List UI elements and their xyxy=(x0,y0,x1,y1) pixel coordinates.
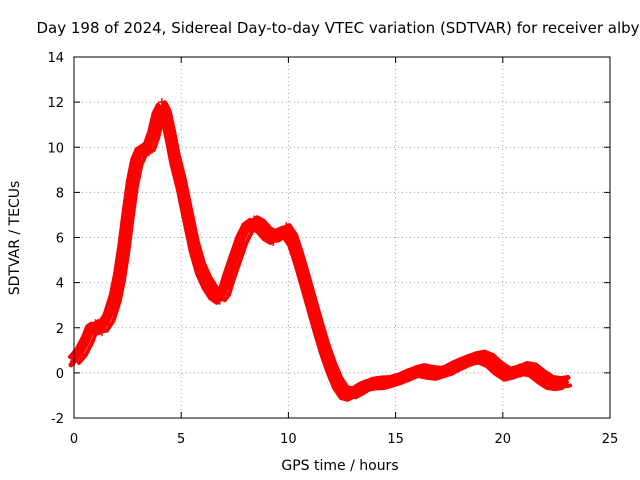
data-point xyxy=(224,274,233,283)
data-point xyxy=(400,373,409,382)
y-tick-label: 8 xyxy=(56,186,64,201)
data-point xyxy=(202,278,211,287)
x-tick-label: 0 xyxy=(70,432,78,447)
data-point xyxy=(353,386,362,395)
data-point xyxy=(243,222,252,231)
x-tick-label: 15 xyxy=(387,432,404,447)
data-point xyxy=(425,368,434,377)
data-point xyxy=(288,233,297,242)
data-point xyxy=(170,154,179,163)
data-point xyxy=(269,238,278,247)
data-point xyxy=(123,210,132,219)
data-point xyxy=(301,278,310,287)
data-point xyxy=(136,147,145,156)
data-point xyxy=(230,256,239,265)
y-tick-label: 10 xyxy=(47,141,64,156)
data-point xyxy=(119,244,128,253)
data-point xyxy=(190,244,199,253)
data-point xyxy=(82,335,91,344)
data-point xyxy=(295,256,304,265)
data-point xyxy=(346,391,355,400)
data-point xyxy=(132,154,141,163)
data-point xyxy=(383,380,392,389)
data-point xyxy=(220,289,229,298)
data-point xyxy=(157,98,166,107)
data-point xyxy=(215,296,224,305)
data-point xyxy=(256,222,265,231)
data-point xyxy=(307,301,316,310)
data-point xyxy=(520,362,529,371)
data-point xyxy=(209,289,218,298)
data-point xyxy=(468,355,477,364)
grid-layer xyxy=(74,57,610,418)
data-point xyxy=(183,210,192,219)
data-point xyxy=(127,177,136,186)
data-point xyxy=(275,228,284,237)
data-point xyxy=(460,357,469,366)
x-tick-label: 10 xyxy=(280,432,297,447)
data-point xyxy=(434,371,443,380)
data-point xyxy=(503,373,512,382)
data-point xyxy=(333,380,342,389)
data-point xyxy=(145,147,154,156)
data-point xyxy=(545,380,554,389)
data-point xyxy=(359,382,368,391)
data-point xyxy=(451,362,460,371)
data-point xyxy=(314,323,323,332)
data-point xyxy=(528,364,537,373)
data-point xyxy=(177,177,186,186)
data-point xyxy=(485,355,494,364)
data-point xyxy=(110,289,119,298)
tick-layer: 0 5 10 15 20 25 -2 0 2 4 6 8 10 12 14 xyxy=(47,51,618,447)
data-point xyxy=(320,346,329,355)
y-tick-label: 6 xyxy=(56,232,64,247)
x-axis-label: GPS time / hours xyxy=(281,458,398,474)
y-tick-label: 12 xyxy=(47,96,64,111)
y-tick-label: 2 xyxy=(56,322,64,337)
x-tick-label: 20 xyxy=(495,432,512,447)
x-tick-label: 5 xyxy=(177,432,185,447)
y-tick-label: 14 xyxy=(47,51,64,66)
data-point xyxy=(262,228,271,237)
data-point xyxy=(537,373,546,382)
series-trace-band xyxy=(68,102,563,394)
data-point xyxy=(97,328,106,337)
data-point xyxy=(166,131,175,140)
data-point xyxy=(140,143,149,152)
series-trace-band xyxy=(77,108,572,400)
data-point xyxy=(494,364,503,373)
data-point xyxy=(115,278,124,287)
data-point xyxy=(87,323,96,332)
data-point xyxy=(196,267,205,276)
y-tick-label: -2 xyxy=(51,412,64,427)
data-point xyxy=(76,350,85,359)
data-point xyxy=(408,368,417,377)
data-point xyxy=(153,109,162,118)
chart-title: Day 198 of 2024, Sidereal Day-to-day VTE… xyxy=(36,19,639,37)
data-point xyxy=(554,380,563,389)
x-tick-label: 25 xyxy=(602,432,619,447)
y-axis-label: SDTVAR / TECUs xyxy=(7,181,23,296)
data-point xyxy=(104,319,113,328)
data-point xyxy=(477,350,486,359)
y-tick-label: 4 xyxy=(56,277,64,292)
data-point xyxy=(391,375,400,384)
data-point xyxy=(282,222,291,231)
series-layer xyxy=(68,98,572,402)
data-point xyxy=(374,377,383,386)
data-point xyxy=(250,215,259,224)
data-point xyxy=(327,364,336,373)
data-point xyxy=(365,380,374,389)
data-point xyxy=(91,319,100,328)
y-tick-label: 0 xyxy=(56,367,64,382)
data-point xyxy=(511,368,520,377)
data-point xyxy=(560,377,569,386)
data-point xyxy=(162,109,171,118)
data-point xyxy=(149,131,158,140)
data-point xyxy=(417,364,426,373)
data-point xyxy=(443,366,452,375)
data-point xyxy=(237,233,246,242)
